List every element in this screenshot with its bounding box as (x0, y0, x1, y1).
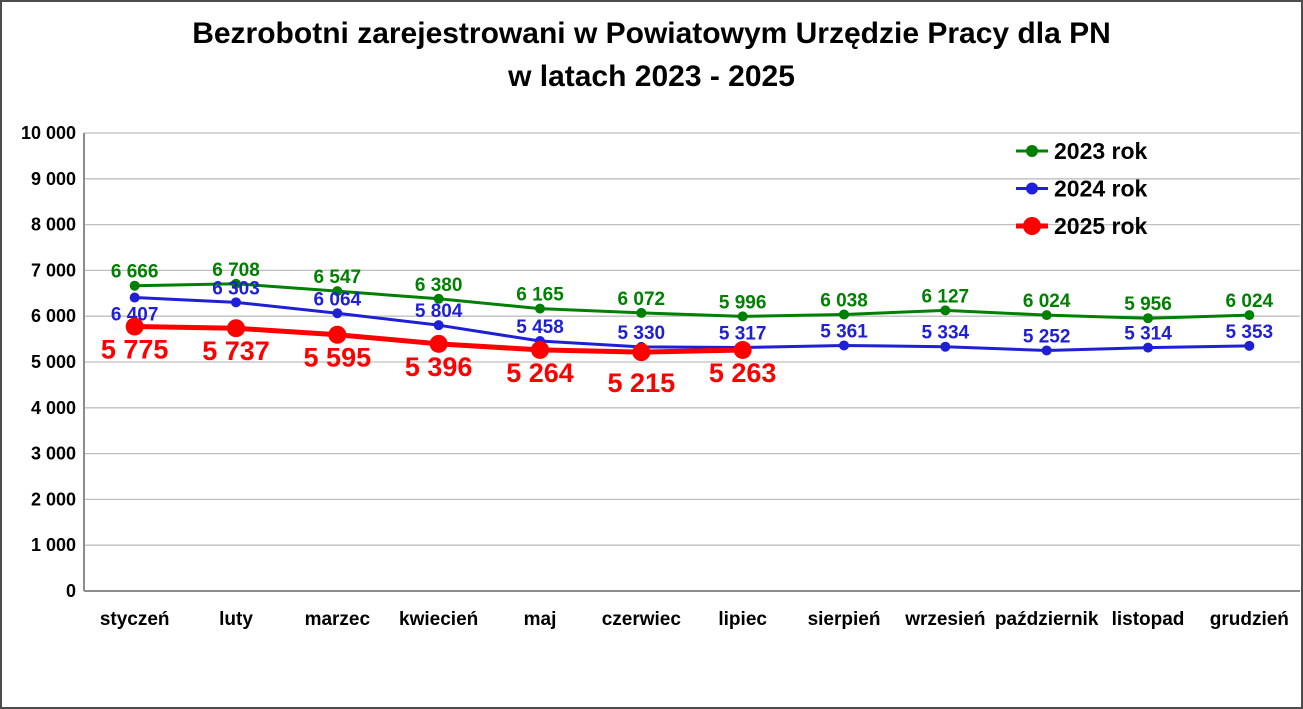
data-label: 6 666 (111, 262, 159, 283)
legend-marker (1026, 145, 1038, 157)
data-point (940, 341, 951, 352)
y-axis-tick-label: 0 (66, 581, 76, 601)
data-point (839, 309, 849, 320)
data-label: 5 595 (304, 343, 372, 373)
data-point (332, 308, 343, 319)
x-axis-label: październik (995, 609, 1099, 630)
data-label: 5 361 (820, 321, 868, 342)
data-point (129, 292, 140, 303)
data-point (1041, 345, 1052, 356)
data-label: 5 956 (1124, 294, 1172, 315)
data-label: 5 353 (1226, 322, 1274, 343)
data-label: 6 303 (212, 278, 260, 299)
y-axis-tick-label: 6 000 (31, 306, 76, 326)
data-label: 5 996 (719, 292, 767, 313)
legend-label: 2023 rok (1054, 138, 1148, 164)
data-label: 6 024 (1226, 291, 1274, 312)
y-axis-tick-label: 7 000 (31, 260, 76, 280)
data-point (129, 280, 140, 291)
data-label: 6 165 (516, 285, 564, 306)
x-axis-label: czerwiec (602, 609, 682, 630)
data-point (227, 319, 245, 338)
data-point (1244, 310, 1255, 321)
x-axis-label: listopad (1112, 609, 1185, 630)
legend-marker (1026, 182, 1038, 195)
data-point (1143, 313, 1153, 324)
x-axis-label: sierpień (808, 609, 881, 630)
data-label: 5 775 (101, 335, 169, 365)
data-label: 6 064 (314, 289, 362, 310)
y-axis-tick-label: 3 000 (31, 444, 76, 464)
x-axis-label: kwiecień (399, 609, 478, 630)
x-axis-label: maj (524, 609, 557, 630)
y-axis-tick-label: 5 000 (31, 352, 76, 372)
y-axis-tick-label: 4 000 (31, 398, 76, 418)
y-axis-tick-label: 9 000 (31, 169, 76, 189)
data-label: 6 072 (618, 289, 666, 310)
data-point (231, 297, 241, 308)
chart-title: Bezrobotni zarejestrowani w Powiatowym U… (2, 12, 1301, 98)
data-point (231, 278, 241, 289)
data-label: 5 334 (922, 323, 970, 344)
series-line-2024-rok (134, 296, 1250, 352)
legend-label: 2024 rok (1054, 176, 1148, 202)
x-axis-label: styczeń (100, 609, 170, 630)
data-label: 6 708 (212, 260, 260, 281)
data-label: 6 380 (415, 275, 463, 296)
data-point (328, 325, 347, 344)
series-line-2023-rok (134, 282, 1250, 320)
x-axis-label: wrzesień (904, 609, 985, 630)
data-point (332, 286, 343, 297)
data-point (733, 340, 752, 359)
data-point (636, 307, 647, 318)
data-label: 5 737 (202, 336, 270, 366)
data-label: 5 330 (618, 323, 666, 344)
y-axis-tick-label: 2 000 (31, 489, 76, 509)
data-label: 6 407 (111, 305, 159, 326)
data-label: 5 263 (709, 358, 777, 388)
data-point (433, 320, 444, 331)
x-axis-label: luty (219, 609, 253, 630)
chart-title-line1: Bezrobotni zarejestrowani w Powiatowym U… (192, 17, 1111, 50)
data-point (1244, 340, 1255, 351)
data-label: 6 024 (1023, 291, 1071, 312)
x-axis-label: lipiec (718, 609, 767, 630)
y-axis-tick-label: 10 000 (21, 123, 76, 143)
x-axis-label: grudzień (1210, 609, 1289, 630)
data-point (632, 343, 651, 362)
data-point (940, 305, 951, 316)
data-point (1143, 342, 1153, 353)
data-label: 5 396 (405, 352, 473, 382)
data-label: 5 317 (719, 323, 767, 344)
data-label: 5 314 (1124, 324, 1172, 345)
legend-marker (1023, 217, 1041, 235)
data-label: 5 252 (1023, 326, 1071, 347)
data-label: 5 458 (516, 317, 564, 338)
y-axis-tick-label: 8 000 (31, 215, 76, 235)
data-point (433, 293, 444, 304)
data-label: 6 547 (314, 267, 362, 288)
data-label: 5 215 (608, 368, 676, 398)
x-axis-label: marzec (305, 609, 371, 630)
legend-label: 2025 rok (1054, 213, 1148, 239)
chart-title-line2: w latach 2023 - 2025 (508, 60, 795, 93)
data-point (535, 303, 545, 314)
data-label: 5 264 (506, 358, 574, 388)
data-point (531, 340, 549, 359)
data-point (125, 317, 144, 336)
data-label: 5 804 (415, 301, 463, 322)
y-axis-tick-label: 1 000 (31, 535, 76, 555)
data-point (429, 334, 448, 353)
data-label: 6 038 (820, 290, 868, 311)
data-point (1041, 310, 1052, 321)
data-point (737, 311, 748, 322)
data-label: 6 127 (922, 286, 970, 307)
data-point (839, 340, 849, 351)
